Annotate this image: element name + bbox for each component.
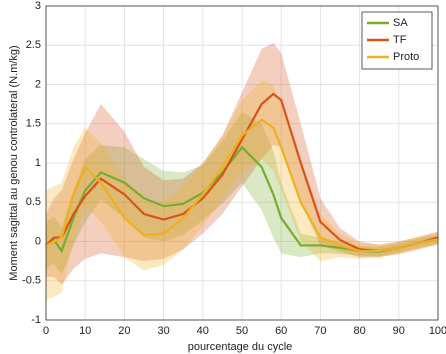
error-band [46,42,438,285]
y-tick-label: 1.5 [26,118,41,130]
x-tick-label: 20 [118,325,130,337]
series-line [45,92,439,253]
x-tick-label: 0 [43,325,49,337]
x-tick-label: 40 [197,325,209,337]
y-axis-label: Moment sagittal au genou controlateral (… [8,45,20,280]
x-tick-label: 80 [353,325,365,337]
y-tick-label: 2.5 [26,39,41,51]
y-tick-label: 3 [35,0,41,12]
legend-label: SA [393,17,408,29]
axes-box [45,5,439,321]
y-tick-label: 0.5 [26,196,41,208]
y-tick-label: -1 [31,314,41,326]
legend-label: Proto [393,51,419,63]
x-tick-label: 90 [393,325,405,337]
legend-label: TF [393,34,407,46]
x-tick-label: 100 [429,325,446,337]
x-axis-label: pourcentage du cycle [188,341,293,353]
x-tick-label: 10 [79,325,91,337]
y-tick-label: 0 [35,235,41,247]
x-tick-label: 30 [157,325,169,337]
x-tick-label: 60 [275,325,287,337]
x-tick-label: 50 [236,325,248,337]
x-tick-label: 70 [314,325,326,337]
y-tick-label: 1 [35,157,41,169]
y-tick-label: -0.5 [22,275,41,287]
series-line [45,118,439,253]
y-tick-label: 2 [35,78,41,90]
